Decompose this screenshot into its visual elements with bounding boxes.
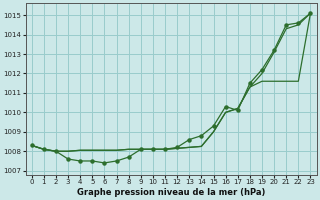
- X-axis label: Graphe pression niveau de la mer (hPa): Graphe pression niveau de la mer (hPa): [77, 188, 265, 197]
